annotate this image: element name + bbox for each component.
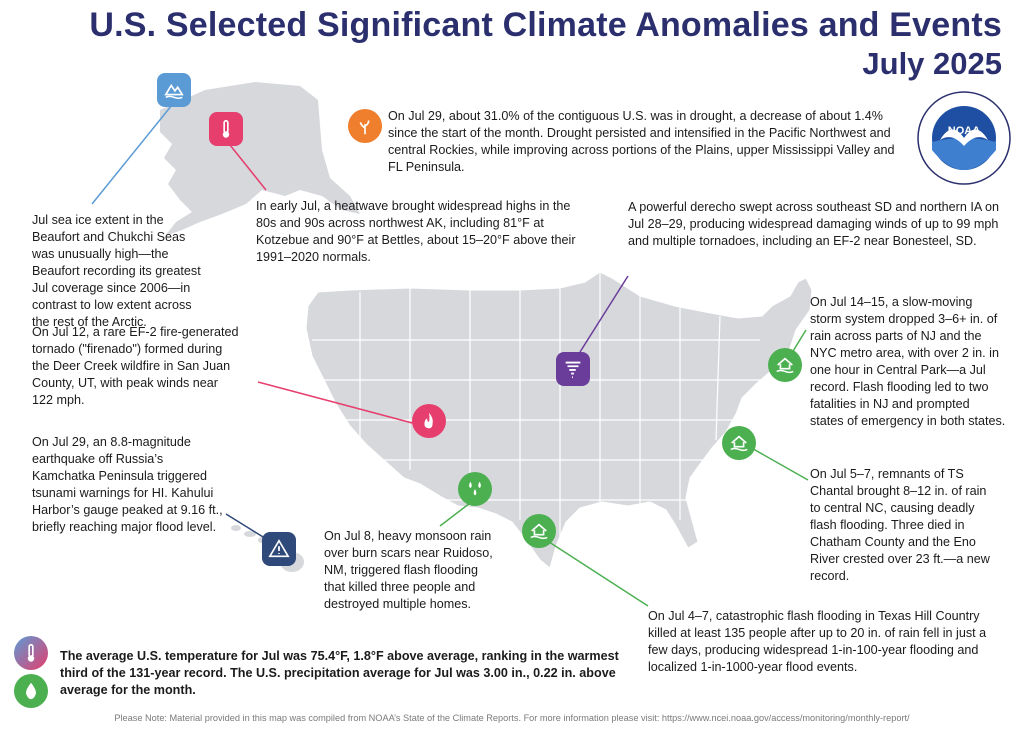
map-title: U.S. Selected Significant Climate Anomal… [89, 6, 1002, 44]
drought-icon [348, 109, 382, 143]
caption-tsunami: On Jul 29, an 8.8-magnitude earthquake o… [32, 435, 223, 534]
tsunami-warning-icon [262, 532, 296, 566]
caption-drought: On Jul 29, about 31.0% of the contiguous… [388, 109, 895, 174]
caption-chantal: On Jul 5–7, remnants of TS Chantal broug… [810, 467, 990, 583]
rain-drops-icon [458, 472, 492, 506]
national-summary: The average U.S. temperature for Jul was… [60, 649, 619, 697]
noaa-logo: NOAA [917, 91, 1011, 185]
caption-sea-ice: Jul sea ice extent in the Beaufort and C… [32, 213, 201, 329]
sea-ice-icon [157, 73, 191, 107]
footer-note: Please Note: Material provided in this m… [114, 713, 910, 723]
precipitation-drop-icon [14, 674, 48, 708]
caption-derecho: A powerful derecho swept across southeas… [628, 200, 1000, 248]
caption-texas-flood: On Jul 4–7, catastrophic flash flooding … [648, 609, 987, 674]
caption-ruidoso: On Jul 8, heavy monsoon rain over burn s… [324, 529, 493, 611]
flooded-house-icon [722, 426, 756, 460]
caption-northeast-flood: On Jul 14–15, a slow-moving storm system… [810, 295, 1006, 428]
caption-firenado: On Jul 12, a rare EF-2 fire-generated to… [32, 325, 239, 407]
map-subtitle-date: July 2025 [862, 46, 1002, 81]
tornado-icon [556, 352, 590, 386]
thermometer-icon [209, 112, 243, 146]
flooded-house-icon [522, 514, 556, 548]
noaa-logo-text: NOAA [948, 125, 980, 137]
thermometer-icon [14, 636, 48, 670]
flooded-house-icon [768, 348, 802, 382]
fire-icon [412, 404, 446, 438]
caption-alaska-heat: In early Jul, a heatwave brought widespr… [256, 199, 576, 264]
